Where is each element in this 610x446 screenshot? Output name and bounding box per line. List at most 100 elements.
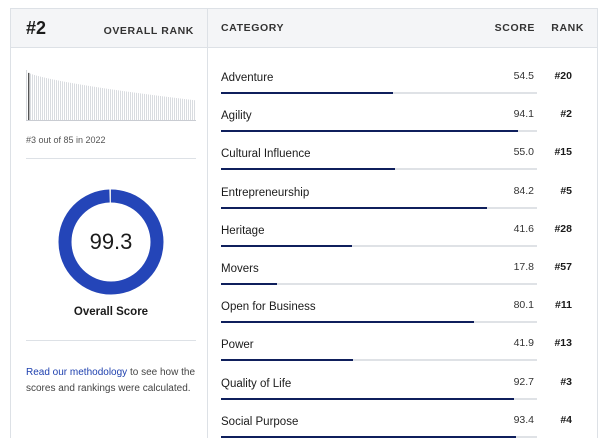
category-name: Cultural Influence: [221, 148, 311, 161]
sparkline-bar: [136, 92, 137, 121]
sparkline-bar: [188, 99, 189, 121]
divider: [26, 158, 196, 159]
sparkline-bar: [56, 80, 57, 121]
sparkline-bar: [124, 91, 125, 121]
sparkline-bar: [134, 92, 135, 121]
methodology-note: Read our methodology to see how the scor…: [26, 365, 198, 396]
sparkline-bar: [126, 91, 127, 121]
sparkline-bar: [156, 95, 157, 121]
category-row: Entrepreneurship 84.2 #5: [221, 179, 584, 217]
sparkline-bar: [32, 74, 33, 121]
sparkline-bar: [160, 96, 161, 121]
sparkline-bar: [192, 99, 193, 121]
sparkline-bar: [58, 80, 59, 121]
sparkline-bar: [138, 93, 139, 121]
sparkline-bar: [36, 75, 37, 121]
category-name: Quality of Life: [221, 377, 292, 390]
score-bar-fill: [221, 244, 353, 247]
sparkline-bar: [112, 89, 113, 121]
category-name: Power: [221, 339, 254, 352]
header-rank: RANK: [551, 22, 584, 34]
sparkline-bar: [168, 97, 169, 121]
category-name: Adventure: [221, 72, 274, 84]
category-rank: #3: [560, 375, 572, 388]
sparkline-bar: [54, 79, 55, 121]
sparkline-bar: [154, 95, 155, 121]
category-score: 93.4: [513, 413, 534, 426]
sparkline-bar: [150, 94, 151, 121]
category-name: Entrepreneurship: [221, 186, 310, 199]
sparkline-bar: [190, 99, 191, 121]
category-name: Heritage: [221, 224, 265, 237]
category-name: Agility: [221, 110, 252, 123]
category-name: Social Purpose: [221, 415, 299, 428]
sparkline-bar: [76, 83, 77, 121]
sparkline-bar: [74, 83, 75, 121]
score-bar-fill: [221, 92, 394, 94]
category-rank: #57: [554, 261, 572, 273]
sparkline-bar: [142, 93, 143, 121]
sparkline-bar: [140, 93, 141, 121]
sparkline-bar: [108, 88, 109, 121]
sparkline-bar: [176, 98, 177, 121]
sparkline-bar: [100, 87, 101, 121]
sparkline-bar: [46, 78, 47, 121]
score-bar-track: [221, 397, 537, 400]
sparkline-bar: [66, 82, 67, 121]
sparkline-bar: [28, 72, 30, 121]
sparkline-bar: [186, 99, 187, 121]
score-bar-fill: [221, 435, 517, 438]
sparkline-bar: [34, 74, 35, 121]
sparkline-bar: [146, 94, 147, 121]
divider: [26, 340, 196, 341]
sparkline-bar: [30, 73, 31, 121]
sparkline-bar: [64, 81, 65, 121]
score-bar-fill: [221, 397, 514, 400]
score-bar-fill: [221, 359, 354, 362]
score-bar-track: [221, 130, 537, 133]
sparkline-bar: [72, 83, 73, 121]
sparkline-bar: [106, 88, 107, 121]
sparkline-bar: [82, 84, 83, 121]
category-score: 41.9: [513, 337, 534, 350]
sparkline-bar: [116, 90, 117, 121]
overall-rank-header: #2 OVERALL RANK: [11, 9, 207, 48]
category-score: 55.0: [513, 146, 534, 159]
sparkline-bar: [86, 85, 87, 121]
donut-arc: [58, 189, 164, 295]
sparkline-bar: [128, 91, 129, 121]
sparkline-bar: [158, 95, 159, 121]
category-table: CATEGORY SCORE RANK Adventure 54.5 #20 Agil…: [208, 9, 597, 438]
sparkline-bar: [78, 84, 79, 121]
overall-panel: #2 OVERALL RANK #3 out of 85 in 2022 99.…: [11, 9, 208, 438]
sparkline-bar: [194, 100, 195, 121]
score-bar-fill: [221, 130, 519, 133]
sparkline-bar: [70, 82, 71, 121]
category-name: Open for Business: [221, 301, 316, 314]
sparkline-bar: [92, 86, 93, 121]
sparkline-bar: [50, 78, 51, 121]
sparkline-bar: [96, 87, 97, 121]
category-score: 41.6: [513, 222, 534, 235]
previous-rank-note: #3 out of 85 in 2022: [26, 135, 106, 145]
sparkline-bar: [104, 88, 105, 121]
sparkline-bar: [144, 93, 145, 121]
category-row: Heritage 41.6 #28: [221, 217, 584, 255]
score-bar-track: [221, 244, 537, 247]
sparkline-bar: [84, 85, 85, 121]
category-row: Adventure 54.5 #20: [221, 64, 584, 102]
sparkline-bar: [94, 86, 95, 121]
category-row: Quality of Life 92.7 #3: [221, 370, 584, 408]
overall-score-label: Overall Score: [73, 306, 149, 318]
sparkline-bar: [122, 90, 123, 121]
category-score: 94.1: [513, 108, 534, 121]
sparkline-bar: [62, 81, 63, 121]
methodology-link[interactable]: Read our methodology: [26, 367, 128, 378]
category-rank: #4: [560, 413, 572, 426]
category-row: Power 41.9 #13: [221, 331, 584, 369]
sparkline-bar: [26, 70, 27, 121]
sparkline-bar: [174, 97, 175, 121]
overall-score-donut: [58, 189, 164, 295]
sparkline-bar: [166, 96, 167, 121]
sparkline-bar: [80, 84, 81, 121]
